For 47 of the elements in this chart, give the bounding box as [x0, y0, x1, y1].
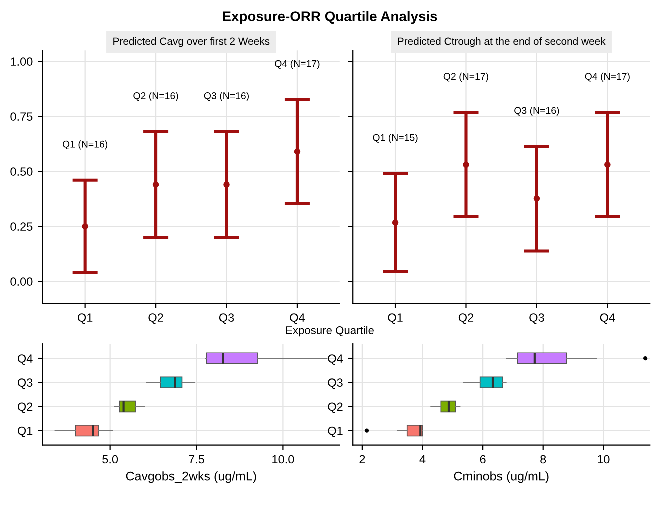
x-tick-label: Q1	[78, 314, 93, 324]
annotation: Q3 (N=16)	[514, 107, 560, 116]
x-tick-label: Q2	[148, 314, 164, 324]
y-tick-label: Q1	[328, 426, 343, 438]
x-tick-label: 4	[420, 455, 426, 464]
x-axis-title: Cavgobs_2wks (ug/mL)	[126, 472, 256, 484]
annotation: Q2 (N=16)	[134, 92, 178, 102]
point	[152, 182, 160, 188]
y-tick-label: Q4	[18, 354, 33, 366]
x-tick-label: 5.0	[102, 455, 118, 464]
annotation: Q4 (N=17)	[275, 60, 320, 70]
x-tick-label: 10.0	[272, 455, 294, 464]
annotation: Q1 (N=16)	[62, 140, 108, 150]
chart-title: Exposure-ORR Quartile Analysis	[223, 11, 438, 24]
x-axis-title: Cminobs (ug/mL)	[454, 472, 549, 484]
point	[224, 182, 230, 188]
y-tick-label: Q4	[328, 354, 344, 366]
annotation: Q3 (N=16)	[204, 92, 249, 102]
x-axis-title: Exposure Quartile	[286, 326, 374, 337]
x-tick-label: 10	[598, 455, 610, 464]
x-tick-label: Q1	[388, 314, 403, 324]
x-tick-label: 8	[540, 455, 546, 464]
x-tick-label: Q4	[600, 314, 616, 324]
x-tick-label: 2	[360, 455, 366, 464]
chart-subtitle: Predicted Ctrough at the end of second week	[398, 37, 606, 48]
x-tick-label: 6	[480, 455, 486, 464]
x-tick-label: Q3	[530, 314, 544, 324]
annotation: Q1 (N=15)	[373, 134, 418, 144]
y-tick-label: 0.25	[10, 222, 33, 231]
point	[82, 223, 88, 230]
y-tick-label: 0.50	[10, 168, 33, 176]
x-tick-label: Q3	[219, 314, 234, 324]
y-tick-label: 0.75	[10, 112, 33, 121]
annotation: Q4 (N=17)	[585, 72, 630, 82]
y-tick-label: Q1	[18, 426, 33, 438]
annotation: Q2 (N=17)	[444, 72, 488, 82]
y-tick-label: 0.00	[10, 278, 33, 286]
y-tick-label: Q3	[18, 378, 33, 390]
x-tick-label: Q2	[458, 314, 474, 324]
y-tick-label: Q3	[328, 378, 343, 390]
point	[294, 148, 301, 155]
x-tick-label: 7.5	[189, 455, 204, 464]
chart-subtitle: Predicted Cavg over first 2 Weeks	[114, 37, 270, 48]
y-tick-label: Q2	[18, 402, 33, 414]
y-tick-label: Q2	[328, 402, 343, 414]
x-tick-label: Q4	[290, 314, 305, 324]
y-tick-label: 1.00	[11, 58, 33, 66]
